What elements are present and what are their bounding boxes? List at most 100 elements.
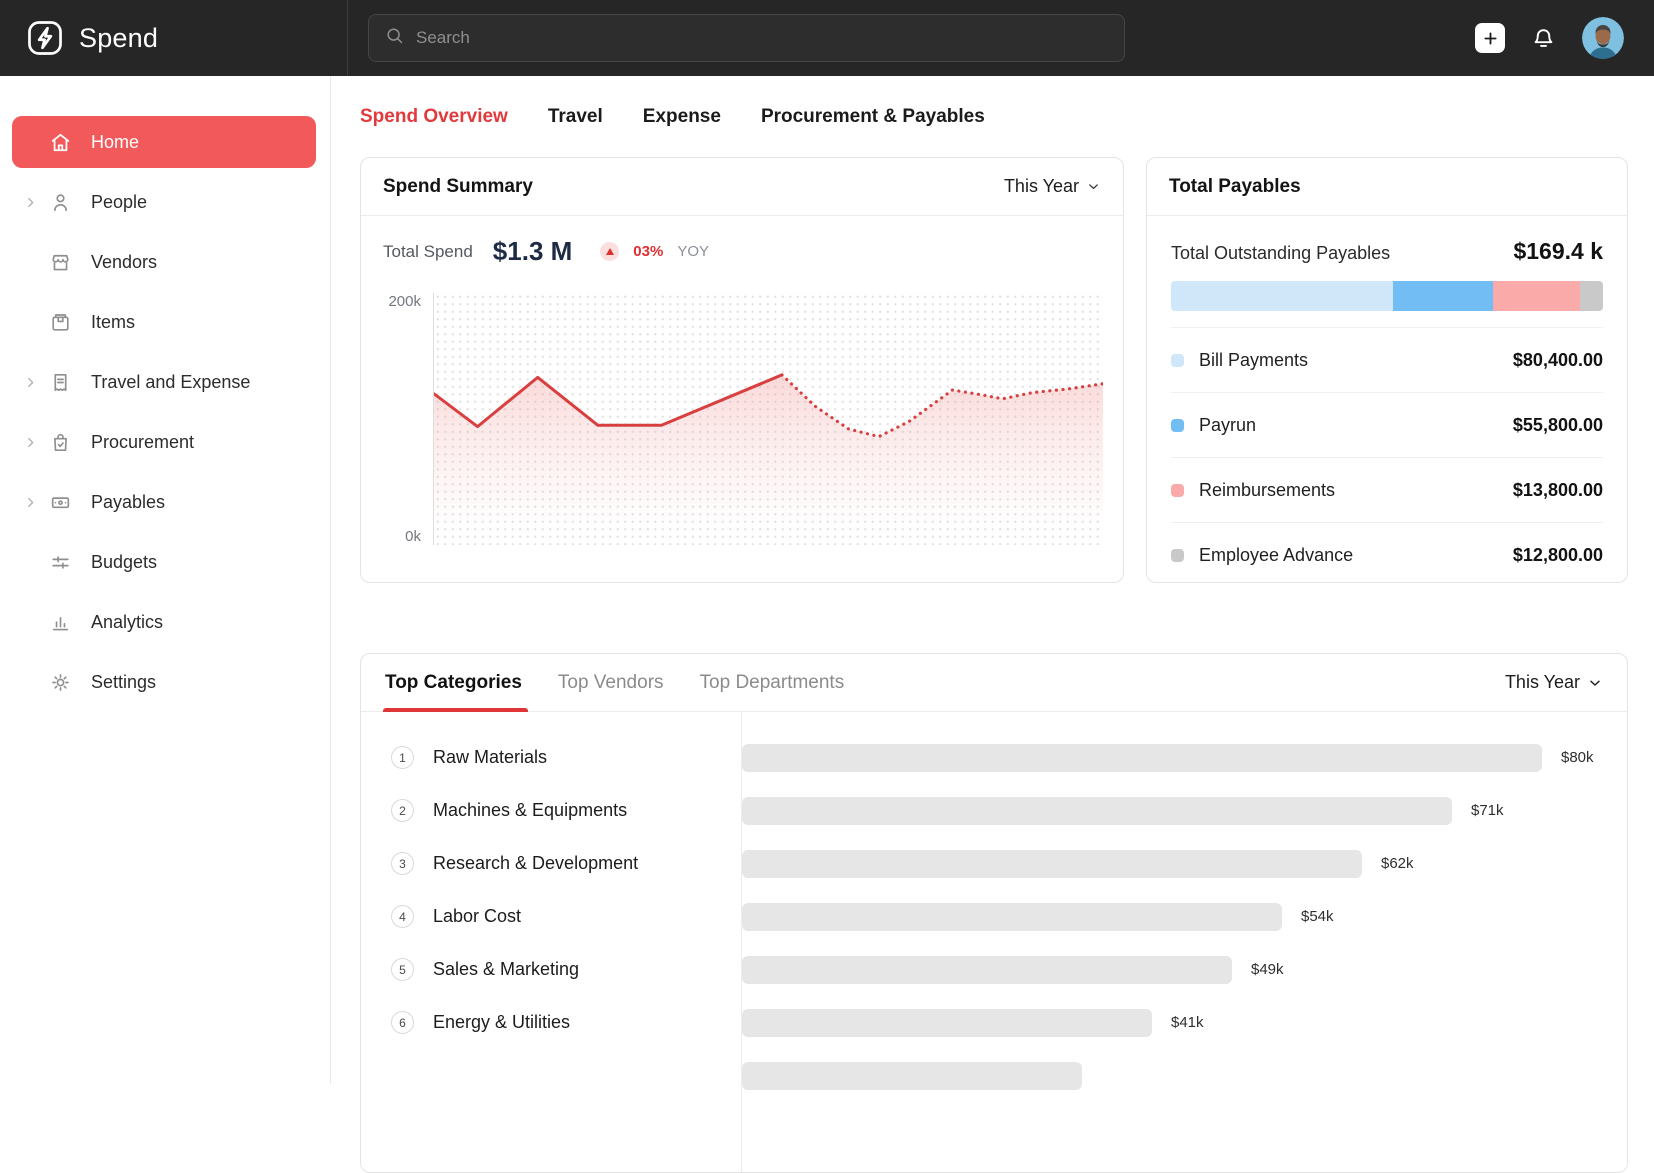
- tab-spend-overview[interactable]: Spend Overview: [360, 106, 508, 127]
- user-avatar[interactable]: [1582, 17, 1624, 59]
- payable-value: $55,800.00: [1512, 414, 1603, 435]
- sidebar-item-analytics[interactable]: Analytics: [12, 596, 316, 648]
- sidebar-item-label: Settings: [91, 671, 157, 692]
- category-bar: [742, 1061, 1082, 1090]
- payables-row-bill-payments: Bill Payments $80,400.00: [1171, 328, 1603, 393]
- payable-label: Payrun: [1199, 414, 1257, 435]
- notifications-bell-icon[interactable]: [1530, 25, 1557, 52]
- category-bar-value: $62k: [1381, 855, 1414, 872]
- payables-row-employee-advance: Employee Advance $12,800.00: [1171, 523, 1603, 582]
- topbar-actions: [1475, 17, 1654, 59]
- sidebar-item-budgets[interactable]: Budgets: [12, 536, 316, 588]
- category-row-1[interactable]: 1 Raw Materials: [361, 731, 741, 784]
- tab-procurement-payables[interactable]: Procurement & Payables: [760, 106, 985, 127]
- search-input[interactable]: [416, 28, 1109, 48]
- sidebar: Home People Vendors: [0, 76, 331, 1084]
- category-list: 1 Raw Materials 2 Machines & Equipments …: [361, 712, 742, 1172]
- sidebar-item-home[interactable]: Home: [12, 116, 316, 168]
- category-bar-row-4: $54k: [742, 890, 1627, 943]
- line-chart-svg: [434, 373, 1103, 545]
- spend-logo-icon: [26, 19, 64, 57]
- top-lists-header: Top Categories Top Vendors Top Departmen…: [361, 654, 1627, 712]
- top-cards-row: Spend Summary This Year Total Spend $1.3…: [360, 157, 1628, 583]
- bag-check-icon: [48, 430, 74, 455]
- category-bar-row-3: $62k: [742, 837, 1627, 890]
- period-value: This Year: [1003, 176, 1079, 196]
- sidebar-item-procurement[interactable]: Procurement: [12, 416, 316, 468]
- total-spend-value: $1.3 M: [492, 236, 573, 266]
- chevron-down-icon: [1590, 680, 1600, 686]
- category-label: Sales & Marketing: [433, 959, 580, 979]
- payables-segment: [1579, 281, 1603, 311]
- category-row-2[interactable]: 2 Machines & Equipments: [361, 784, 741, 837]
- category-row-4[interactable]: 4 Labor Cost: [361, 890, 741, 943]
- category-label: Machines & Equipments: [433, 800, 628, 820]
- category-row-3[interactable]: 3 Research & Development: [361, 837, 741, 890]
- yoy-label: YOY: [677, 243, 710, 260]
- category-label: Energy & Utilities: [433, 1012, 571, 1032]
- sidebar-item-items[interactable]: Items: [12, 296, 316, 348]
- sliders-icon: [48, 550, 74, 575]
- category-bar-value: $41k: [1171, 1014, 1204, 1031]
- category-bar-value: $49k: [1251, 961, 1284, 978]
- sidebar-item-label: Analytics: [91, 611, 164, 632]
- tab-travel[interactable]: Travel: [547, 106, 603, 127]
- sidebar-item-vendors[interactable]: Vendors: [12, 236, 316, 288]
- sidebar-item-payables[interactable]: Payables: [12, 476, 316, 528]
- search-box[interactable]: [368, 14, 1125, 62]
- rank-badge: 4: [391, 905, 414, 928]
- chevron-right-icon: [22, 434, 48, 451]
- tab-top-departments[interactable]: Top Departments: [700, 654, 845, 712]
- sidebar-item-label: Home: [91, 131, 140, 152]
- tab-expense[interactable]: Expense: [642, 106, 721, 127]
- sidebar-item-label: People: [91, 191, 148, 212]
- rank-badge: 6: [391, 1011, 414, 1034]
- category-bar-row-7-partial: [742, 1049, 1627, 1102]
- spend-summary-card: Spend Summary This Year Total Spend $1.3…: [360, 157, 1124, 583]
- y-axis-max: 200k: [388, 293, 421, 310]
- sidebar-item-label: Payables: [91, 491, 166, 512]
- payables-row-reimbursements: Reimbursements $13,800.00: [1171, 458, 1603, 523]
- category-bar: [742, 743, 1542, 772]
- tab-top-vendors[interactable]: Top Vendors: [558, 654, 664, 712]
- payables-row-payrun: Payrun $55,800.00: [1171, 393, 1603, 458]
- category-bar-row-2: $71k: [742, 784, 1627, 837]
- total-payables-body: Total Outstanding Payables $169.4 k Bill…: [1147, 238, 1627, 582]
- search-area: [348, 14, 1475, 62]
- spend-summary-header: Spend Summary This Year: [361, 158, 1123, 216]
- yoy-percent: 03%: [633, 243, 664, 260]
- chevron-down-icon: [1089, 184, 1098, 189]
- add-new-button[interactable]: [1475, 23, 1505, 53]
- page-tabs: Spend Overview Travel Expense Procuremen…: [360, 106, 1628, 128]
- person-icon: [48, 190, 74, 215]
- sidebar-item-settings[interactable]: Settings: [12, 656, 316, 708]
- category-row-5[interactable]: 5 Sales & Marketing: [361, 943, 741, 996]
- category-label: Labor Cost: [433, 906, 522, 926]
- topbar: Spend: [0, 0, 1654, 76]
- category-bar-value: $54k: [1301, 908, 1334, 925]
- category-bar: [742, 955, 1232, 984]
- category-bar-row-5: $49k: [742, 943, 1627, 996]
- sidebar-item-travel-expense[interactable]: Travel and Expense: [12, 356, 316, 408]
- payable-label: Employee Advance: [1199, 545, 1354, 565]
- sidebar-item-people[interactable]: People: [12, 176, 316, 228]
- top-lists-period-dropdown[interactable]: This Year: [1505, 672, 1603, 693]
- category-bar-row-6: $41k: [742, 996, 1627, 1049]
- category-bars: $80k $71k $62k $54k $49k: [742, 712, 1627, 1172]
- divider: [1171, 327, 1603, 328]
- tab-top-categories[interactable]: Top Categories: [383, 654, 528, 712]
- sidebar-item-label: Procurement: [91, 431, 195, 452]
- spend-summary-period-dropdown[interactable]: This Year: [1004, 176, 1101, 197]
- spend-line-chart: 200k 0k: [379, 293, 1103, 545]
- chevron-right-icon: [22, 494, 48, 511]
- category-row-6[interactable]: 6 Energy & Utilities: [361, 996, 741, 1049]
- payables-segment: [1392, 281, 1494, 311]
- payables-stacked-bar: [1171, 281, 1603, 311]
- receipt-icon: [48, 370, 74, 395]
- total-payables-header: Total Payables: [1147, 158, 1627, 216]
- chart-y-axis: 200k 0k: [379, 293, 433, 545]
- brand-area: Spend: [0, 0, 348, 76]
- legend-swatch: [1171, 418, 1184, 432]
- card-title: Total Payables: [1169, 175, 1301, 197]
- bar-chart-icon: [48, 610, 74, 635]
